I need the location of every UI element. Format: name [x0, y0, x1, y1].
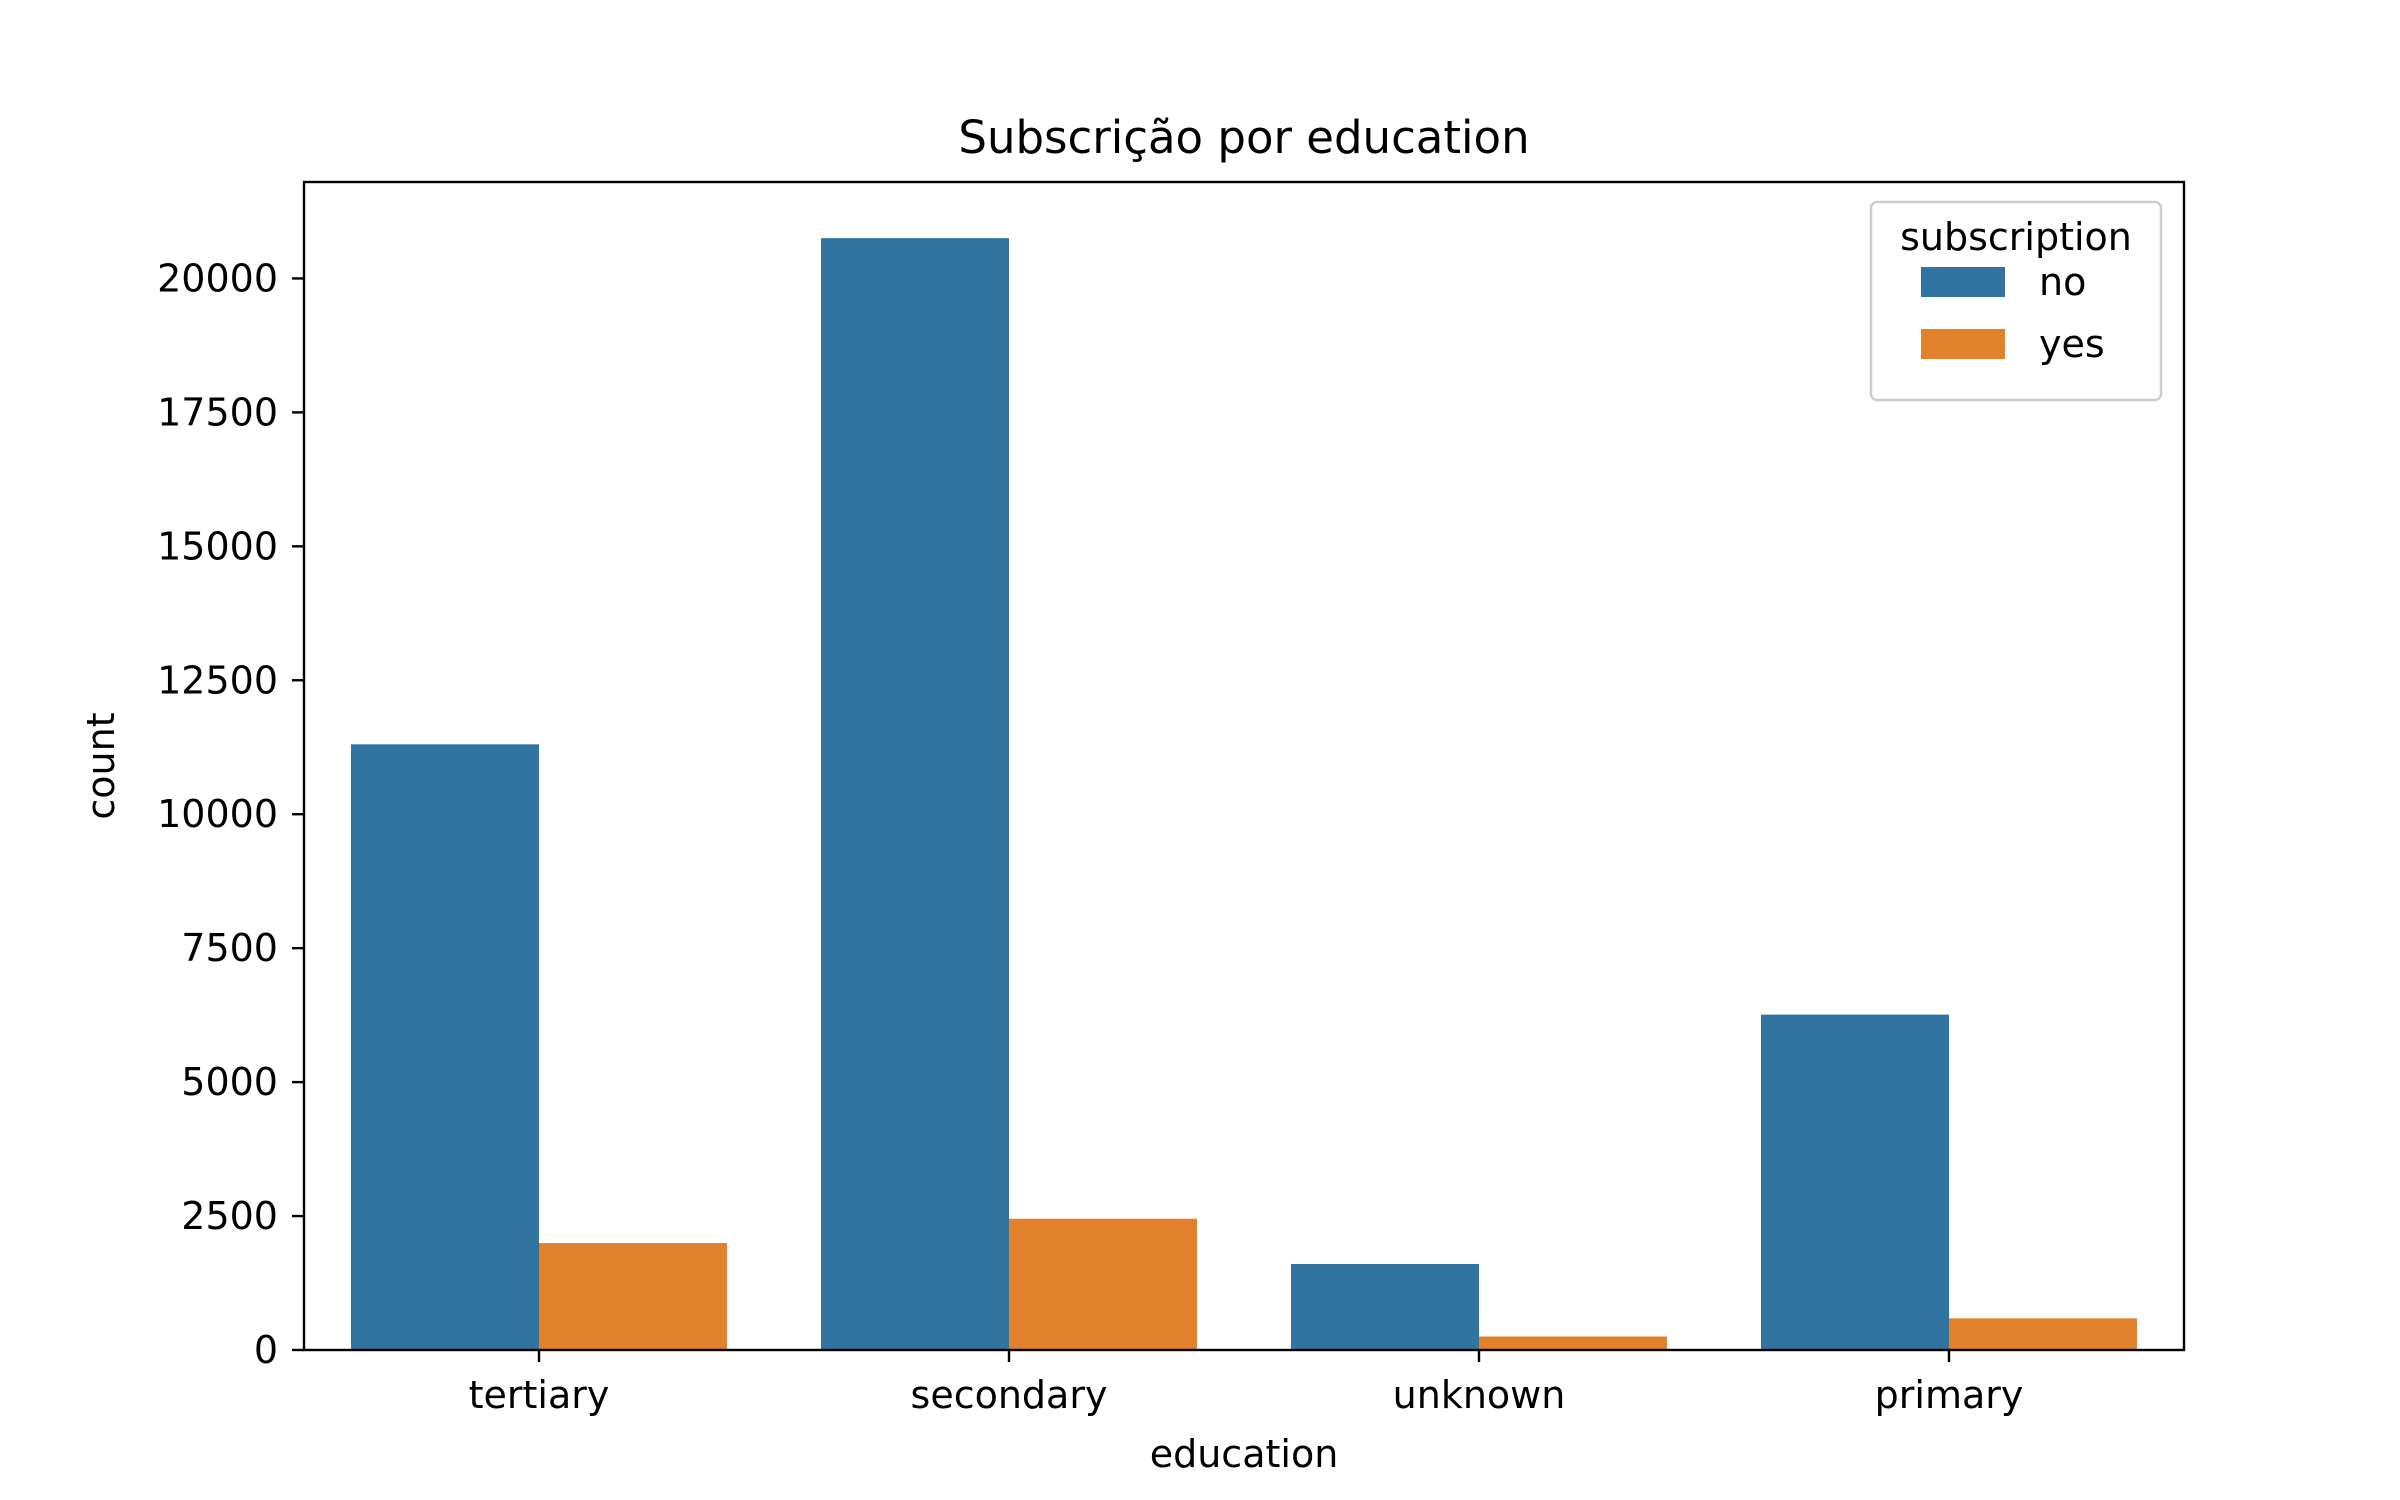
y-tick-label: 20000 [157, 256, 278, 300]
bar-primary-no [1761, 1014, 1949, 1350]
x-axis: tertiary secondary unknown primary [469, 1350, 2024, 1417]
x-tick-label: secondary [911, 1373, 1108, 1417]
y-tick-label: 7500 [181, 926, 278, 970]
legend-swatch-no [1921, 267, 2005, 297]
chart-title: Subscrição por education [958, 111, 1529, 164]
bar-unknown-no [1291, 1264, 1479, 1350]
bar-primary-yes [1949, 1318, 2137, 1350]
x-axis-title: education [1150, 1432, 1339, 1476]
bar-unknown-yes [1479, 1336, 1667, 1350]
y-tick-label: 5000 [181, 1060, 278, 1104]
x-tick-label: unknown [1393, 1373, 1566, 1417]
legend-label-yes: yes [2039, 322, 2105, 366]
legend-label-no: no [2039, 260, 2086, 304]
y-tick-label: 0 [254, 1328, 278, 1372]
y-tick-label: 12500 [157, 658, 278, 702]
x-tick-label: tertiary [469, 1373, 610, 1417]
legend-swatch-yes [1921, 329, 2005, 359]
bars-layer [351, 238, 2137, 1351]
y-tick-label: 2500 [181, 1194, 278, 1238]
plot-frame [302, 180, 2186, 1352]
y-tick-label: 15000 [157, 524, 278, 568]
bar-tertiary-no [351, 744, 539, 1350]
y-axis: 0 2500 5000 7500 10000 12500 15000 17500 20000 [157, 256, 304, 1372]
legend: subscription no yes [1869, 200, 2163, 402]
y-axis-title: count [79, 712, 123, 819]
x-tick-label: primary [1875, 1373, 2024, 1417]
y-tick-label: 10000 [157, 792, 278, 836]
legend-title: subscription [1900, 215, 2132, 259]
bar-secondary-no [821, 238, 1009, 1351]
bar-tertiary-yes [539, 1243, 727, 1350]
y-tick-label: 17500 [157, 390, 278, 434]
bar-secondary-yes [1009, 1218, 1197, 1350]
